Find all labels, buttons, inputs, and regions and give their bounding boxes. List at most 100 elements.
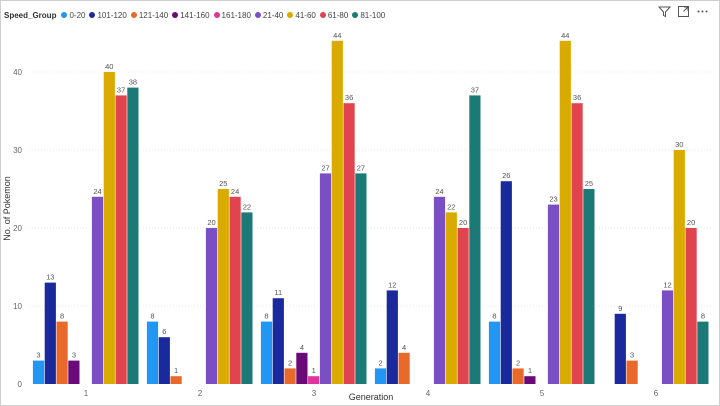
bar[interactable] bbox=[331, 40, 343, 385]
legend-item[interactable]: 81-100 bbox=[352, 11, 385, 20]
data-label: 3 bbox=[630, 351, 634, 360]
bar[interactable] bbox=[661, 290, 674, 384]
data-label: 38 bbox=[129, 78, 137, 87]
legend-item[interactable]: 41-60 bbox=[287, 10, 316, 20]
x-tick-label: 6 bbox=[654, 389, 659, 398]
legend-items: 0-20 101-120 121-140 141-160 161-180 21-40 41-… bbox=[61, 11, 389, 20]
bar[interactable] bbox=[260, 321, 273, 384]
data-label: 40 bbox=[105, 62, 113, 71]
bar[interactable] bbox=[229, 196, 241, 384]
bar[interactable] bbox=[68, 360, 80, 384]
data-label: 23 bbox=[549, 195, 557, 204]
filter-icon[interactable] bbox=[657, 5, 672, 18]
data-label: 22 bbox=[243, 202, 251, 211]
bar[interactable] bbox=[158, 337, 170, 384]
bar[interactable] bbox=[127, 87, 139, 384]
data-label: 6 bbox=[162, 327, 166, 336]
bar[interactable] bbox=[146, 321, 159, 384]
data-label: 44 bbox=[561, 31, 569, 40]
data-label: 2 bbox=[378, 358, 382, 367]
y-tick-label: 20 bbox=[13, 224, 22, 233]
bar[interactable] bbox=[524, 376, 536, 384]
bar[interactable] bbox=[457, 228, 469, 384]
legend-dot bbox=[130, 12, 137, 18]
bar[interactable] bbox=[673, 150, 685, 384]
data-label: 11 bbox=[274, 288, 282, 297]
bar[interactable] bbox=[91, 196, 104, 384]
data-label: 4 bbox=[300, 343, 304, 352]
bar[interactable] bbox=[398, 352, 410, 384]
legend-item[interactable]: 121-140 bbox=[130, 11, 168, 20]
legend-dot bbox=[172, 12, 179, 18]
data-label: 8 bbox=[150, 312, 154, 321]
bar[interactable] bbox=[386, 290, 398, 384]
legend-item[interactable]: 141-160 bbox=[172, 11, 210, 20]
bar[interactable] bbox=[296, 352, 308, 384]
bar[interactable] bbox=[343, 103, 355, 384]
legend-label: 21-40 bbox=[262, 10, 284, 20]
bar[interactable] bbox=[241, 212, 253, 384]
data-label: 37 bbox=[117, 85, 125, 94]
data-label: 24 bbox=[231, 187, 239, 196]
bar[interactable] bbox=[205, 228, 218, 384]
bar[interactable] bbox=[284, 368, 296, 384]
bar[interactable] bbox=[571, 103, 583, 384]
more-options-icon[interactable] bbox=[696, 5, 709, 18]
grid-lines bbox=[29, 71, 713, 307]
data-label: 44 bbox=[333, 31, 341, 40]
data-label: 8 bbox=[701, 312, 705, 321]
data-label: 24 bbox=[435, 187, 443, 196]
bar[interactable] bbox=[170, 376, 182, 384]
legend-item[interactable]: 0-20 bbox=[61, 11, 85, 20]
data-label: 2 bbox=[516, 358, 520, 367]
bar[interactable] bbox=[512, 368, 524, 384]
x-tick-label: 2 bbox=[198, 389, 203, 398]
bar[interactable] bbox=[319, 173, 332, 384]
bar[interactable] bbox=[500, 181, 512, 384]
data-label: 25 bbox=[219, 179, 227, 188]
expand-icon[interactable] bbox=[677, 5, 690, 18]
legend-item[interactable]: 61-80 bbox=[319, 11, 348, 20]
data-label: 1 bbox=[312, 366, 316, 375]
bar[interactable] bbox=[355, 173, 367, 384]
x-axis-title: Generation bbox=[349, 392, 394, 402]
bar[interactable] bbox=[374, 368, 387, 384]
bar[interactable] bbox=[32, 360, 45, 384]
bar[interactable] bbox=[547, 204, 560, 384]
data-label: 4 bbox=[402, 343, 406, 352]
bar[interactable] bbox=[115, 95, 127, 385]
y-axis-title: No. of Pokemon bbox=[2, 176, 12, 241]
data-label: 24 bbox=[93, 187, 101, 196]
data-label: 3 bbox=[36, 351, 40, 360]
bar[interactable] bbox=[44, 282, 56, 384]
bar[interactable] bbox=[583, 189, 595, 384]
data-label: 9 bbox=[618, 304, 622, 313]
legend-item[interactable]: 101-120 bbox=[89, 11, 127, 20]
legend-item[interactable]: 21-40 bbox=[254, 10, 284, 20]
bar[interactable] bbox=[272, 298, 284, 384]
legend-dot bbox=[319, 12, 326, 18]
bar[interactable] bbox=[217, 189, 229, 384]
bar[interactable] bbox=[103, 72, 115, 384]
legend-dot bbox=[89, 12, 96, 18]
legend-label: 41-60 bbox=[295, 10, 316, 20]
bar[interactable] bbox=[614, 313, 626, 384]
bar[interactable] bbox=[433, 196, 446, 384]
data-label: 1 bbox=[174, 366, 178, 375]
bar[interactable] bbox=[697, 321, 709, 384]
legend: Speed_Group 0-20 101-120 121-140 141-160 161… bbox=[4, 9, 389, 21]
bar[interactable] bbox=[626, 360, 638, 384]
bar[interactable] bbox=[469, 95, 481, 385]
x-tick-label: 5 bbox=[540, 389, 545, 398]
data-label: 13 bbox=[46, 273, 54, 282]
bar[interactable] bbox=[685, 228, 697, 384]
bar[interactable] bbox=[445, 212, 457, 384]
bar[interactable] bbox=[308, 376, 320, 384]
bar[interactable] bbox=[56, 321, 68, 384]
bar[interactable] bbox=[559, 40, 571, 385]
bar[interactable] bbox=[488, 321, 501, 384]
legend-item[interactable]: 161-180 bbox=[213, 11, 251, 20]
bars bbox=[32, 40, 709, 385]
